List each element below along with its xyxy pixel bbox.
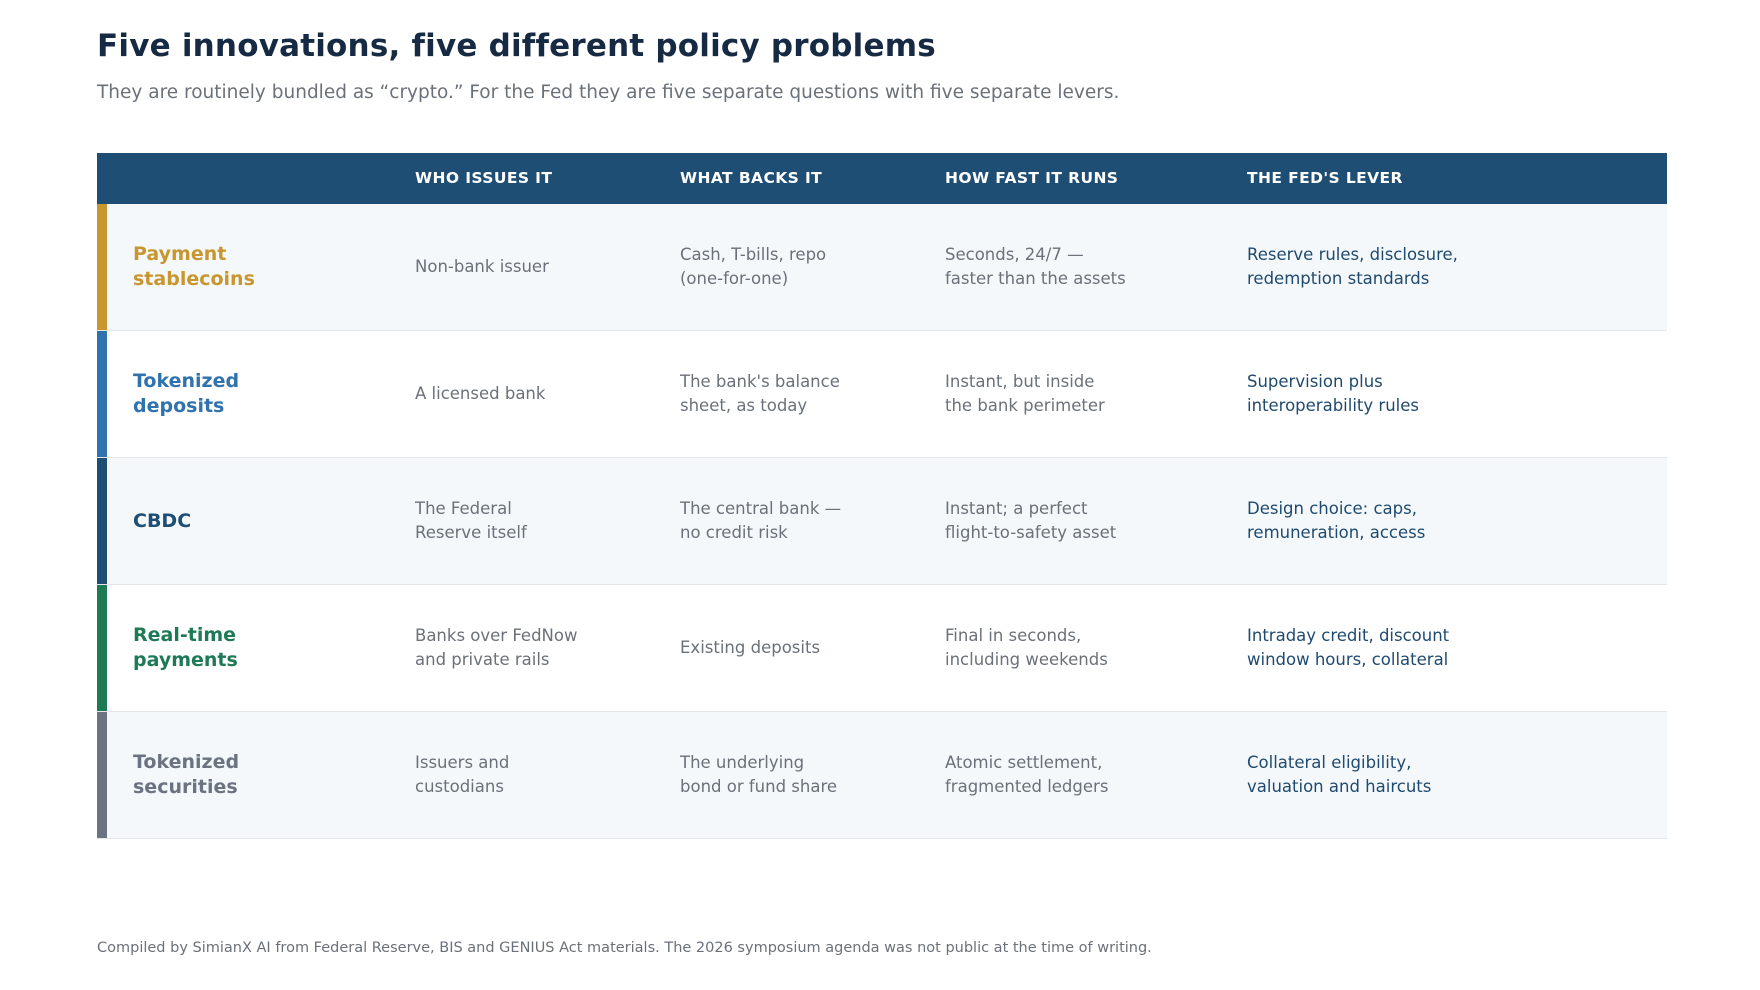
source-footnote: Compiled by SimianX AI from Federal Rese…	[97, 940, 1152, 956]
cell-backing: The central bank — no credit risk	[680, 499, 842, 542]
header-what-backs: WHAT BACKS IT	[680, 169, 823, 187]
table-row: Tokenized deposits A licensed bank The b…	[97, 331, 1667, 458]
cell-backing: Cash, T-bills, repo (one-for-one)	[680, 245, 827, 288]
cell-issuer: The Federal Reserve itself	[415, 499, 527, 542]
cell-lever: Intraday credit, discount window hours, …	[1247, 626, 1450, 669]
row-accent-bar	[97, 585, 107, 711]
cell-speed: Final in seconds, including weekends	[945, 626, 1108, 669]
row-name: CBDC	[133, 509, 192, 532]
row-accent-bar	[97, 331, 107, 457]
table-row: CBDC The Federal Reserve itself The cent…	[97, 458, 1667, 585]
row-name: Tokenized deposits	[133, 370, 240, 417]
cell-backing: Existing deposits	[680, 638, 821, 657]
row-accent-bar	[97, 712, 107, 838]
row-name: Tokenized securities	[133, 751, 240, 798]
cell-speed: Atomic settlement, fragmented ledgers	[945, 753, 1109, 796]
cell-issuer: A licensed bank	[415, 384, 546, 403]
cell-issuer: Banks over FedNow and private rails	[415, 626, 578, 669]
cell-backing: The bank's balance sheet, as today	[680, 372, 840, 415]
header-fed-lever: THE FED'S LEVER	[1247, 169, 1403, 187]
table-header: WHO ISSUES IT WHAT BACKS IT HOW FAST IT …	[97, 153, 1667, 204]
cell-speed: Instant, but inside the bank perimeter	[945, 372, 1105, 415]
cell-backing: The underlying bond or fund share	[680, 753, 838, 796]
cell-lever: Design choice: caps, remuneration, acces…	[1247, 499, 1426, 542]
header-how-fast: HOW FAST IT RUNS	[945, 169, 1119, 187]
row-name: Payment stablecoins	[133, 243, 255, 290]
cell-lever: Reserve rules, disclosure, redemption st…	[1247, 245, 1458, 288]
row-accent-bar	[97, 204, 107, 330]
row-name: Real-time payments	[133, 624, 238, 671]
page-subtitle: They are routinely bundled as “crypto.” …	[97, 82, 1120, 103]
page-title: Five innovations, five different policy …	[97, 28, 936, 64]
table-row: Payment stablecoins Non-bank issuer Cash…	[97, 204, 1667, 331]
comparison-table: WHO ISSUES IT WHAT BACKS IT HOW FAST IT …	[97, 153, 1667, 839]
table-row: Real-time payments Banks over FedNow and…	[97, 585, 1667, 712]
row-accent-bar	[97, 458, 107, 584]
cell-speed: Seconds, 24/7 — faster than the assets	[945, 245, 1126, 288]
cell-issuer: Issuers and custodians	[415, 753, 510, 796]
cell-lever: Collateral eligibility, valuation and ha…	[1247, 753, 1432, 796]
cell-speed: Instant; a perfect flight-to-safety asse…	[945, 499, 1117, 542]
cell-lever: Supervision plus interoperability rules	[1247, 372, 1419, 415]
header-who-issues: WHO ISSUES IT	[415, 169, 553, 187]
cell-issuer: Non-bank issuer	[415, 257, 549, 276]
table-row: Tokenized securities Issuers and custodi…	[97, 712, 1667, 839]
